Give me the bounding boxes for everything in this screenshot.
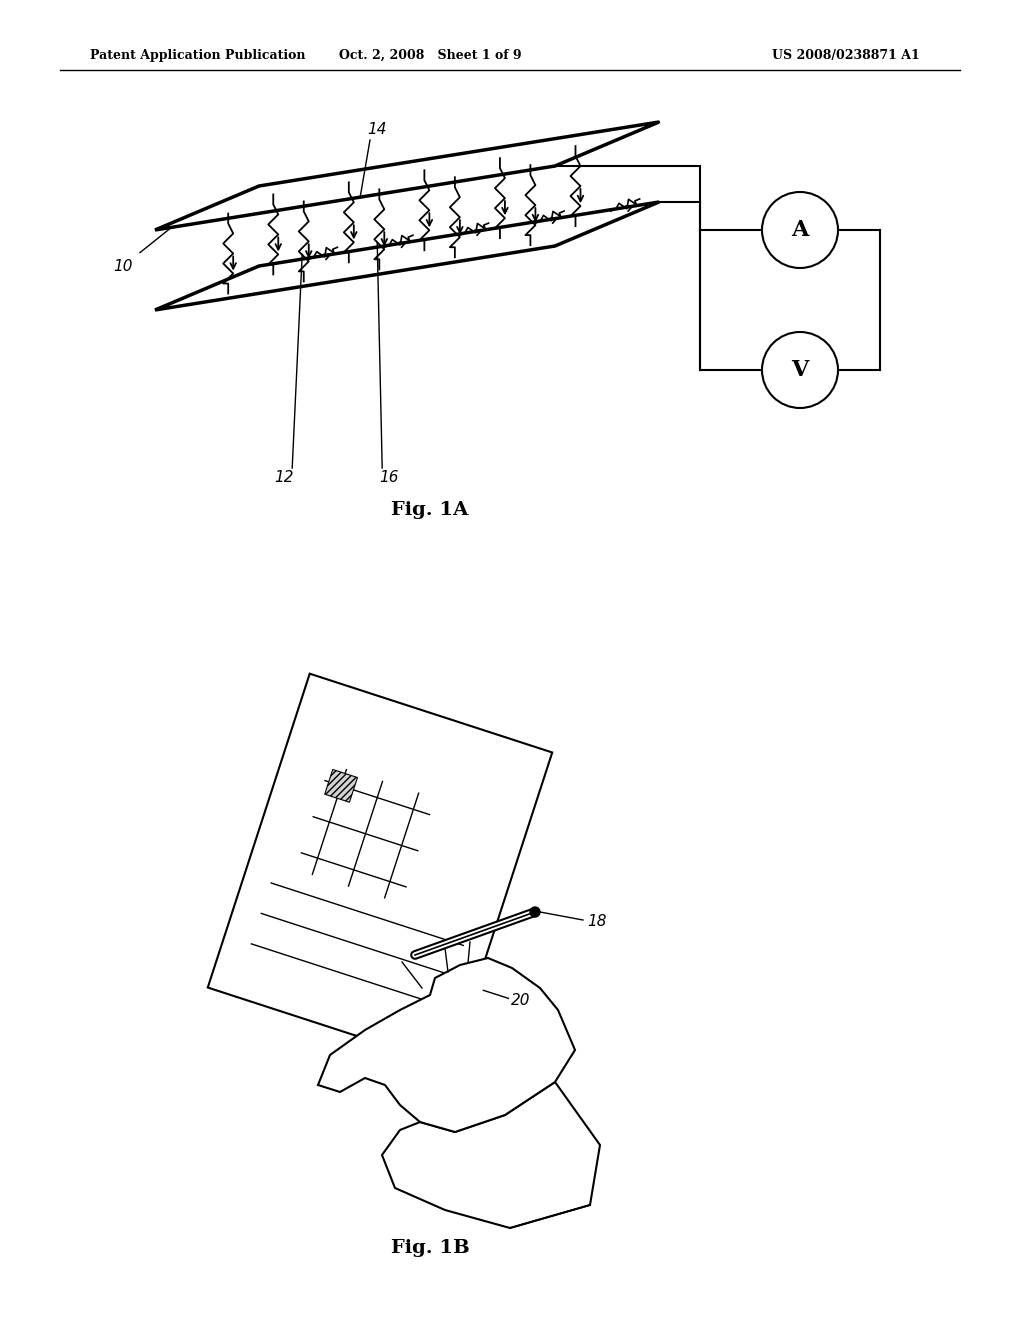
Circle shape [530, 907, 540, 917]
Text: 14: 14 [368, 123, 387, 137]
Text: 16: 16 [380, 470, 399, 486]
Text: US 2008/0238871 A1: US 2008/0238871 A1 [772, 49, 920, 62]
Polygon shape [382, 1082, 600, 1228]
Text: V: V [792, 359, 809, 381]
Polygon shape [325, 770, 357, 803]
Polygon shape [155, 202, 659, 310]
Text: 20: 20 [511, 993, 530, 1008]
Text: Oct. 2, 2008   Sheet 1 of 9: Oct. 2, 2008 Sheet 1 of 9 [339, 49, 521, 62]
Text: A: A [792, 219, 809, 242]
Text: Fig. 1A: Fig. 1A [391, 502, 469, 519]
Text: Patent Application Publication: Patent Application Publication [90, 49, 305, 62]
Polygon shape [318, 958, 575, 1133]
Polygon shape [155, 121, 659, 230]
Polygon shape [208, 673, 552, 1067]
Circle shape [762, 333, 838, 408]
Text: 18: 18 [587, 915, 606, 929]
Text: 12: 12 [274, 470, 294, 486]
Text: Fig. 1B: Fig. 1B [390, 1239, 469, 1257]
Circle shape [762, 191, 838, 268]
Text: 10: 10 [113, 259, 132, 275]
